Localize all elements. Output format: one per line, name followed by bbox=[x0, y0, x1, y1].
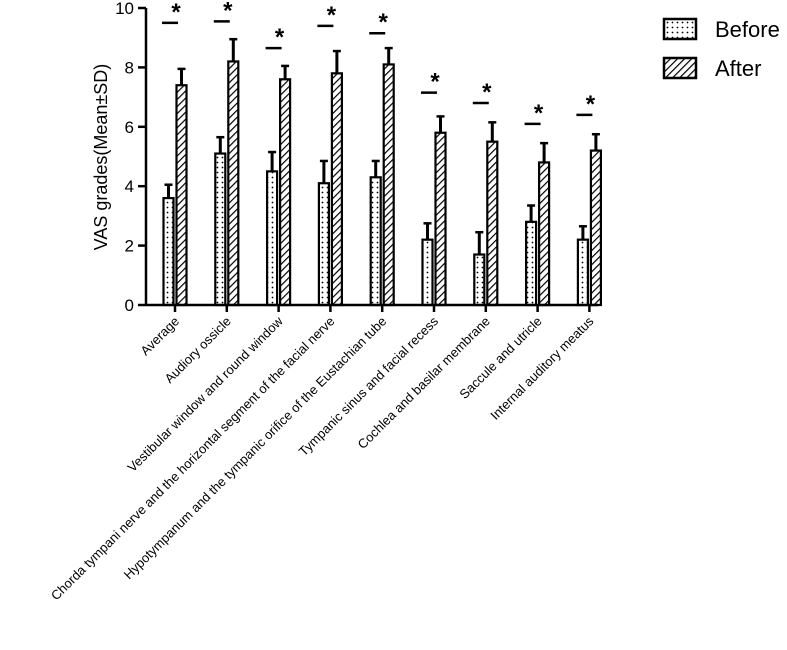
bar-before-5 bbox=[369, 176, 382, 307]
legend-swatch-before bbox=[662, 17, 698, 41]
legend: Before After bbox=[662, 17, 780, 81]
y-axis: 0 2 4 6 8 10 bbox=[115, 0, 148, 315]
legend-label-after: After bbox=[715, 56, 761, 81]
y-tick-label: 4 bbox=[125, 177, 134, 196]
bar-after-8 bbox=[537, 161, 551, 307]
x-category-label: Average bbox=[137, 314, 182, 359]
y-tick-label: 0 bbox=[125, 296, 134, 315]
significance-marker: * bbox=[586, 91, 596, 118]
bar-after-5 bbox=[382, 63, 395, 307]
y-tick-label: 8 bbox=[125, 58, 134, 77]
significance-marker: * bbox=[379, 9, 389, 36]
bar-after-6 bbox=[434, 131, 447, 307]
significance-marker: * bbox=[430, 69, 440, 96]
bar-after-3 bbox=[279, 78, 292, 307]
legend-label-before: Before bbox=[715, 17, 780, 42]
bar-after-4 bbox=[330, 72, 343, 307]
bar-before-2 bbox=[214, 152, 227, 307]
bar-before-9 bbox=[576, 238, 590, 307]
plot-area: * * * * * * * * * bbox=[162, 0, 603, 307]
bar-before-3 bbox=[266, 170, 279, 307]
significance-marker: * bbox=[327, 2, 337, 29]
significance-marker: * bbox=[482, 79, 492, 106]
bar-after-7 bbox=[486, 140, 499, 307]
y-tick-label: 10 bbox=[115, 0, 134, 18]
significance-marker: * bbox=[223, 0, 233, 24]
y-tick-label: 6 bbox=[125, 118, 134, 137]
bar-before-7 bbox=[473, 253, 486, 307]
bar-after-2 bbox=[227, 60, 240, 307]
bar-before-4 bbox=[317, 182, 330, 307]
x-category-label: Internal auditory meatus bbox=[487, 313, 597, 423]
bar-before-6 bbox=[421, 238, 434, 307]
bar-before-1 bbox=[162, 196, 175, 307]
significance-marker: * bbox=[171, 0, 181, 26]
bar-after-1 bbox=[175, 84, 188, 307]
legend-swatch-after bbox=[662, 56, 698, 80]
bar-before-8 bbox=[524, 220, 538, 307]
bar-after-9 bbox=[589, 149, 603, 307]
significance-marker: * bbox=[534, 100, 544, 127]
significance-marker: * bbox=[275, 24, 285, 51]
y-axis-title: VAS grades(Mean±SD) bbox=[91, 64, 111, 251]
y-tick-label: 2 bbox=[125, 237, 134, 256]
